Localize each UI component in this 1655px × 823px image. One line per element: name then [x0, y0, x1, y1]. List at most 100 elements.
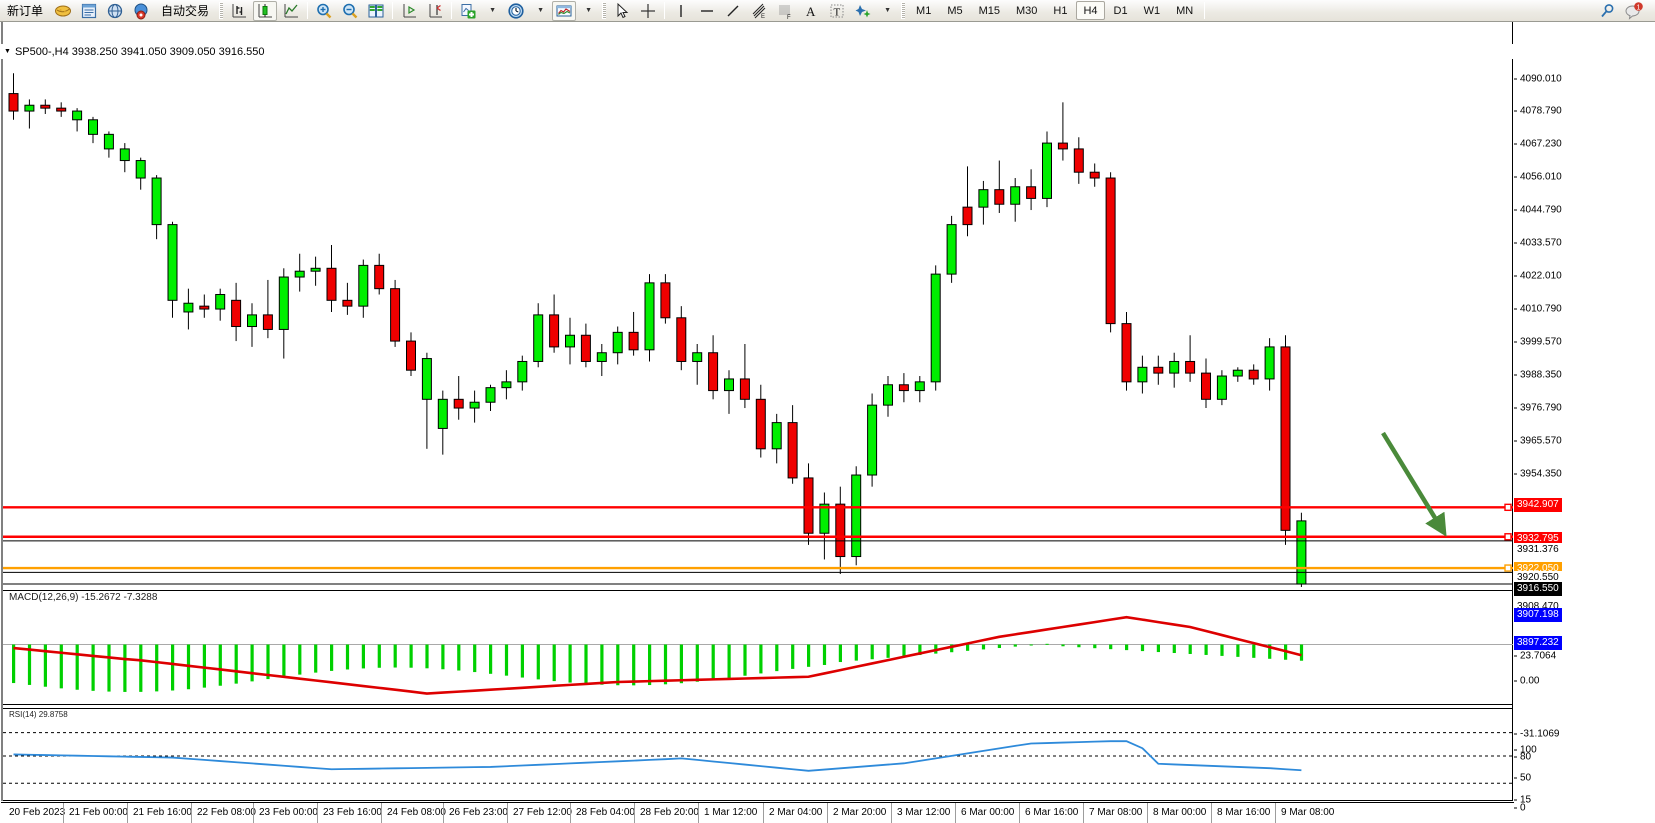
rsi-series [3, 732, 1513, 784]
tile-windows-icon[interactable] [364, 1, 388, 21]
data-window-icon[interactable] [103, 1, 127, 21]
chart-symbol-header[interactable]: ▼ SP500-,H4 3938.250 3941.050 3909.050 3… [0, 44, 1514, 59]
time-tick-label: 6 Mar 00:00 [961, 807, 1015, 818]
rsi-label: RSI(14) 29.8758 [7, 710, 70, 719]
svg-text:F: F [787, 15, 791, 20]
price-level-lines[interactable] [3, 22, 1513, 587]
toolbar-grip-3[interactable] [901, 2, 906, 19]
objects-dropdown-caret[interactable]: ▼ [884, 7, 891, 14]
text-icon[interactable]: A [799, 1, 823, 21]
level-label-3932[interactable]: 3932.795 [1514, 532, 1562, 546]
time-tick-separator [570, 803, 571, 823]
navigator-icon[interactable] [129, 1, 153, 21]
period-icon[interactable] [504, 1, 528, 21]
time-tick-label: 2 Mar 04:00 [769, 807, 823, 818]
rsi-pane[interactable]: RSI(14) 29.8758 [3, 708, 1513, 801]
alerts-icon[interactable]: 1 [1621, 1, 1647, 21]
candlestick-chart-icon[interactable] [253, 0, 278, 21]
price-tick: 3999.570 [1514, 337, 1562, 348]
candlestick-series [8, 73, 1307, 587]
time-tick-label: 28 Feb 20:00 [640, 807, 699, 818]
chart-shift-icon[interactable] [397, 1, 421, 21]
price-tick-label: 3954.350 [1520, 468, 1562, 480]
templates-icon[interactable] [552, 0, 577, 21]
arrow-annotation[interactable] [3, 22, 1513, 587]
new-order-button[interactable]: 新订单 [1, 1, 49, 21]
trendline-icon[interactable] [721, 1, 745, 21]
time-tick-separator [1211, 803, 1212, 823]
auto-scroll-icon[interactable] [423, 1, 447, 21]
level-label-3931-hidden[interactable]: 3931.376 [1514, 543, 1562, 557]
timeframe-m30[interactable]: M30 [1016, 4, 1038, 17]
time-tick-label: 8 Mar 00:00 [1153, 807, 1207, 818]
crosshair-icon[interactable] [636, 1, 660, 21]
price-tick: 4067.230 [1514, 139, 1562, 150]
rsi-tick-label: 0 [1520, 802, 1526, 814]
objects-icon[interactable] [851, 1, 875, 21]
timeframe-m5[interactable]: M5 [947, 4, 963, 17]
price-tick: 3965.570 [1514, 436, 1562, 447]
auto-trading-button[interactable]: 自动交易 [155, 1, 215, 21]
bar-chart-icon[interactable] [227, 1, 251, 21]
level-label-3920-hidden[interactable]: 3920.550 [1514, 571, 1562, 585]
horizontal-line-icon[interactable] [695, 1, 719, 21]
timeframe-m15[interactable]: M15 [978, 4, 1000, 17]
main-toolbar: 新订单 自动交易 [0, 0, 1655, 22]
timeframe-m1[interactable]: M1 [916, 4, 932, 17]
search-icon[interactable] [1595, 1, 1619, 21]
vertical-line-icon[interactable] [669, 1, 693, 21]
time-axis[interactable]: 20 Feb 2023 21 Feb 00:00 21 Feb 16:00 22 Fe… [1, 802, 1514, 823]
price-axis[interactable]: 4090.010 4078.790 4067.230 4056.010 4044.790… [1514, 22, 1655, 823]
time-tick-label: 23 Feb 16:00 [323, 807, 382, 818]
new-order-icon[interactable] [51, 1, 75, 21]
timeframe-w1[interactable]: W1 [1143, 4, 1161, 17]
price-tick-label: 3965.570 [1520, 435, 1562, 447]
macd-tick-label: 23.7064 [1520, 650, 1557, 662]
time-tick-label: 28 Feb 04:00 [576, 807, 635, 818]
time-tick-label: 27 Feb 12:00 [513, 807, 572, 818]
toolbar-grip-1[interactable] [219, 2, 224, 19]
line-chart-icon[interactable] [279, 1, 303, 21]
macd-tick: 0.00 [1514, 676, 1539, 687]
level-label-3897[interactable]: 3897.232 [1514, 636, 1562, 650]
level-label-3907[interactable]: 3907.198 [1514, 608, 1562, 622]
zoom-out-icon[interactable] [338, 1, 362, 21]
chart-window[interactable]: ▼ SP500-,H4 3938.250 3941.050 3909.050 3… [0, 22, 1655, 823]
macd-label: MACD(12,26,9) -15.2672 -7.3288 [7, 592, 160, 603]
price-tick-label: 4010.790 [1520, 303, 1562, 315]
price-pane[interactable] [3, 22, 1513, 587]
timeframe-h1[interactable]: H1 [1053, 4, 1068, 17]
fibonacci-icon[interactable]: F [773, 1, 797, 21]
time-tick-separator [191, 803, 192, 823]
time-tick-label: 24 Feb 08:00 [387, 807, 446, 818]
level-label-3942[interactable]: 3942.907 [1514, 498, 1562, 512]
templates-dropdown-caret[interactable]: ▼ [585, 7, 592, 14]
time-tick-separator [1019, 803, 1020, 823]
toolbar-separator-4 [664, 2, 666, 19]
time-tick-label: 1 Mar 12:00 [704, 807, 758, 818]
timeframe-h4[interactable]: H4 [1076, 1, 1105, 20]
timeframe-d1[interactable]: D1 [1113, 4, 1128, 17]
price-tick-label: 4044.790 [1520, 204, 1562, 216]
period-dropdown-caret[interactable]: ▼ [537, 7, 544, 14]
indicators-icon[interactable] [456, 1, 480, 21]
toolbar-grip-2[interactable] [602, 2, 607, 19]
price-tick: 4090.010 [1514, 74, 1562, 85]
market-watch-icon[interactable] [77, 1, 101, 21]
macd-pane[interactable]: MACD(12,26,9) -15.2672 -7.3288 [3, 590, 1513, 705]
cursor-icon[interactable] [610, 1, 634, 21]
chart-collapse-icon[interactable]: ▼ [4, 48, 11, 55]
text-label-icon[interactable]: T [825, 1, 849, 21]
level-label-3916-current[interactable]: 3916.550 [1514, 582, 1562, 596]
rsi-tick-label: 15 [1520, 794, 1532, 806]
zoom-in-icon[interactable] [312, 1, 336, 21]
timeframe-mn[interactable]: MN [1176, 4, 1194, 17]
time-tick-separator [698, 803, 699, 823]
indicators-dropdown-caret[interactable]: ▼ [489, 7, 496, 14]
time-tick-separator [443, 803, 444, 823]
svg-text:T: T [834, 6, 841, 18]
toolbar-separator-3 [451, 2, 453, 19]
time-tick-label: 20 Feb 2023 [9, 807, 66, 818]
time-tick-separator [317, 803, 318, 823]
equidistant-channel-icon[interactable]: E [747, 1, 771, 21]
